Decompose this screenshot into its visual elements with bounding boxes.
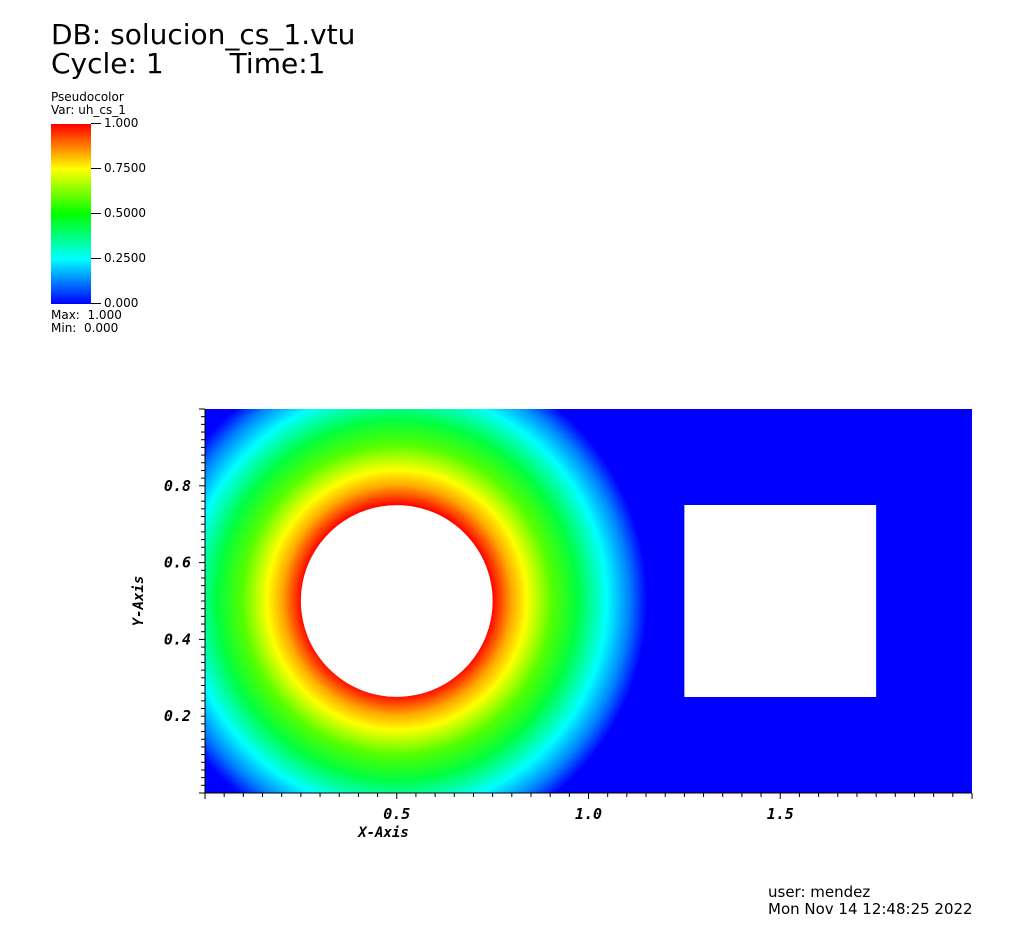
cycle-time-line: Cycle: 1 Time:1 <box>51 49 325 79</box>
time-label: Time:1 <box>229 47 326 80</box>
footer-user: user: mendez <box>768 883 871 901</box>
legend-tick-mark <box>91 123 101 124</box>
legend-tick-mark <box>91 168 101 169</box>
legend-plot-type: Pseudocolor <box>51 90 124 104</box>
legend-tick-label: 1.000 <box>104 116 139 130</box>
database-title: DB: solucion_cs_1.vtu <box>51 18 356 51</box>
x-tick-label: 1.0 <box>575 805 602 823</box>
legend-tick-label: 0.000 <box>104 296 139 310</box>
y-axis-title: Y-Axis <box>131 576 147 627</box>
legend-tick-label: 0.2500 <box>104 251 146 265</box>
legend-tick-mark <box>91 303 101 304</box>
y-tick-label: 0.2 <box>164 707 191 725</box>
y-tick-label: 0.4 <box>164 630 191 648</box>
footer-date: Mon Nov 14 12:48:25 2022 <box>768 900 973 918</box>
x-tick-label: 1.5 <box>767 805 794 823</box>
legend-tick-mark <box>91 258 101 259</box>
legend-min: Min: 0.000 <box>51 321 119 335</box>
square-hole <box>684 505 877 697</box>
y-tick-label: 0.6 <box>164 554 191 572</box>
legend-color-bar <box>51 124 91 304</box>
x-tick-label: 0.5 <box>383 805 410 823</box>
legend-tick-label: 0.7500 <box>104 161 146 175</box>
legend-tick-label: 0.5000 <box>104 206 146 220</box>
cycle-label: Cycle: 1 <box>51 47 164 80</box>
x-axis-title: X-Axis <box>357 825 409 841</box>
legend-variable: Var: uh_cs_1 <box>51 103 126 117</box>
y-tick-label: 0.8 <box>164 477 191 495</box>
legend-max: Max: 1.000 <box>51 308 122 322</box>
legend-tick-mark <box>91 213 101 214</box>
circular-hole <box>300 505 493 697</box>
